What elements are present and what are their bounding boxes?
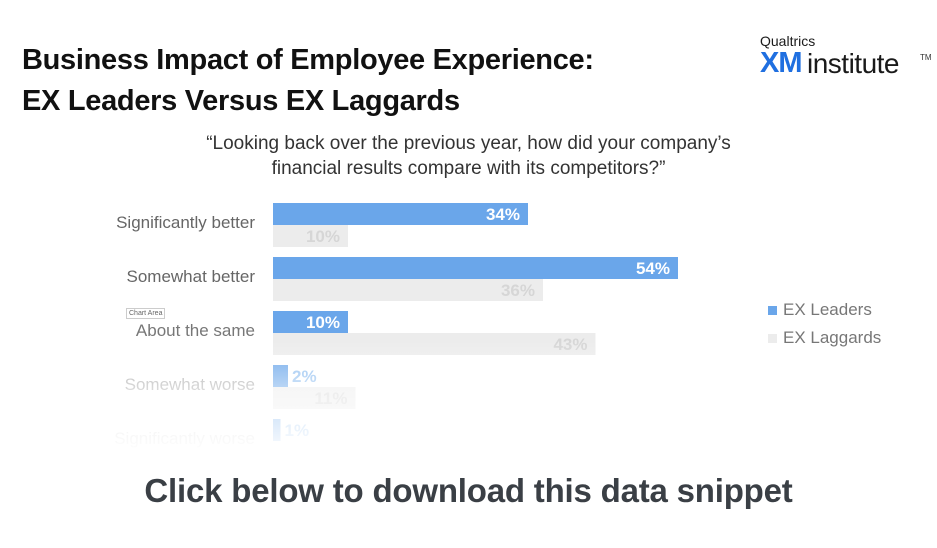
legend-swatch-ex-laggards xyxy=(768,333,777,343)
title-line-1: Business Impact of Employee Experience: xyxy=(22,44,594,76)
legend-label-ex-laggards: EX Laggards xyxy=(783,328,882,347)
data-label-ex-laggards-significantly-better: 10% xyxy=(306,227,340,246)
bar-ex-leaders-somewhat-better xyxy=(273,257,678,279)
category-label-significantly-worse: Significantly worse xyxy=(114,429,255,448)
bar-ex-leaders-somewhat-worse xyxy=(273,365,288,387)
download-cta[interactable]: Click below to download this data snippe… xyxy=(144,472,793,509)
logo-trademark: TM xyxy=(920,53,932,62)
data-label-ex-laggards-somewhat-worse: 11% xyxy=(314,389,347,408)
category-label-somewhat-better: Somewhat better xyxy=(126,267,255,286)
category-label-about-the-same: About the same xyxy=(136,321,255,340)
data-label-ex-laggards-about-the-same: 43% xyxy=(553,335,587,354)
data-label-ex-leaders-about-the-same: 10% xyxy=(306,313,340,332)
bar-ex-laggards-significantly-better xyxy=(273,225,348,247)
bar-ex-leaders-significantly-better xyxy=(273,203,528,225)
data-label-ex-leaders-significantly-better: 34% xyxy=(486,205,520,224)
category-label-somewhat-worse: Somewhat worse xyxy=(125,375,255,394)
logo-xm: XM xyxy=(760,47,802,79)
qualtrics-xm-institute-logo: Qualtrics XM institute TM xyxy=(760,33,932,83)
category-label-significantly-better: Significantly better xyxy=(116,213,255,232)
data-label-ex-leaders-somewhat-better: 54% xyxy=(636,259,670,278)
data-label-ex-leaders-significantly-worse: 1% xyxy=(285,421,310,440)
bar-ex-laggards-somewhat-better xyxy=(273,279,543,301)
legend-item-ex-laggards: EX Laggards xyxy=(768,324,881,352)
survey-question-line-2: financial results compare with its compe… xyxy=(271,158,666,179)
survey-question-line-1: “Looking back over the previous year, ho… xyxy=(206,133,731,154)
bar-ex-laggards-about-the-same xyxy=(273,333,596,355)
page-title: Business Impact of Employee Experience: … xyxy=(22,40,594,122)
survey-question: “Looking back over the previous year, ho… xyxy=(0,131,937,181)
chart-legend: EX Leaders EX Laggards xyxy=(768,296,881,352)
data-label-ex-laggards-somewhat-better: 36% xyxy=(501,281,535,300)
title-line-2: EX Leaders Versus EX Laggards xyxy=(22,85,460,117)
legend-item-ex-leaders: EX Leaders xyxy=(768,296,881,324)
chart-area-tooltip: Chart Area xyxy=(126,308,166,319)
legend-swatch-ex-leaders xyxy=(768,305,777,315)
logo-brand: Qualtrics xyxy=(760,33,816,49)
bar-ex-leaders-about-the-same xyxy=(273,311,348,333)
legend-label-ex-leaders: EX Leaders xyxy=(783,300,872,319)
data-label-ex-leaders-somewhat-worse: 2% xyxy=(292,367,317,386)
logo-institute: institute xyxy=(807,48,900,79)
bar-ex-leaders-significantly-worse xyxy=(273,419,281,441)
